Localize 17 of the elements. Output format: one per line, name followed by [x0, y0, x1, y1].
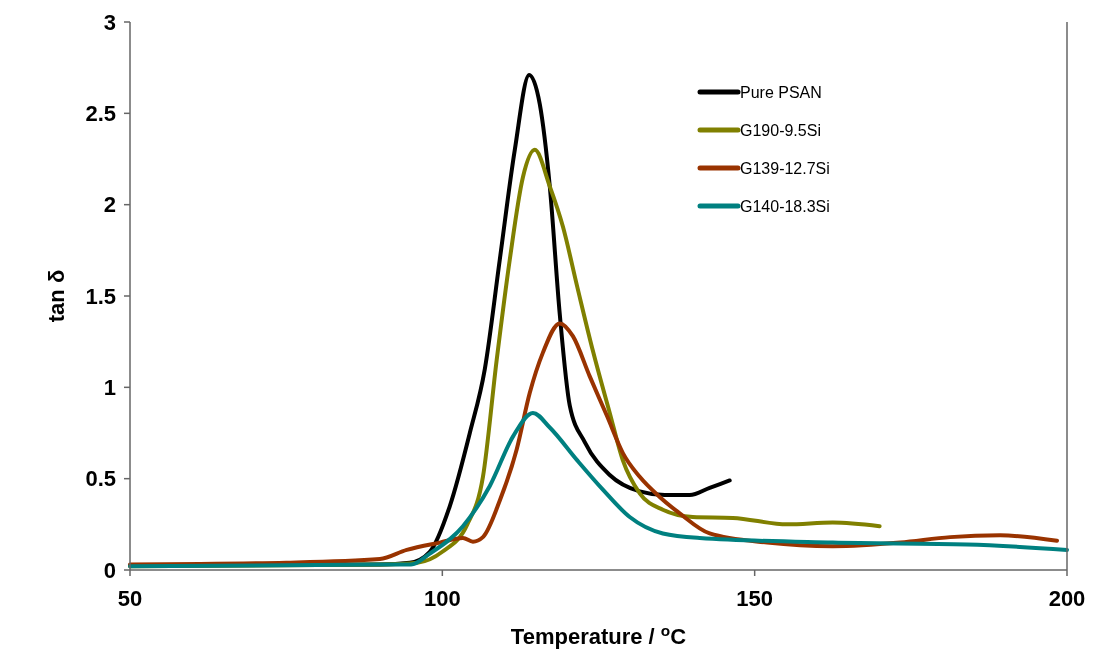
y-tick-label: 2.5 [85, 101, 116, 127]
x-tick-label: 100 [423, 586, 461, 611]
legend-label: Pure PSAN [740, 83, 822, 101]
legend-label: G140-18.3Si [740, 197, 830, 215]
y-tick-label: 3 [103, 9, 116, 35]
y-tick-label: 1 [103, 375, 116, 401]
x-tick-label: 50 [117, 586, 143, 611]
y-tick-label: 1.5 [85, 283, 116, 309]
y-tick-label: 0.5 [85, 466, 116, 492]
y-tick-label: 2 [103, 192, 116, 218]
y-axis-title: tan δ [44, 269, 69, 323]
x-axis-title: Temperature / $^{o}$C [510, 621, 687, 649]
y-tick-label: 0 [103, 557, 116, 583]
x-tick-label: 150 [736, 586, 774, 611]
legend-label: G190-9.5Si [740, 121, 821, 139]
legend-label: G139-12.7Si [740, 159, 830, 177]
x-tick-label: 200 [1048, 586, 1086, 611]
